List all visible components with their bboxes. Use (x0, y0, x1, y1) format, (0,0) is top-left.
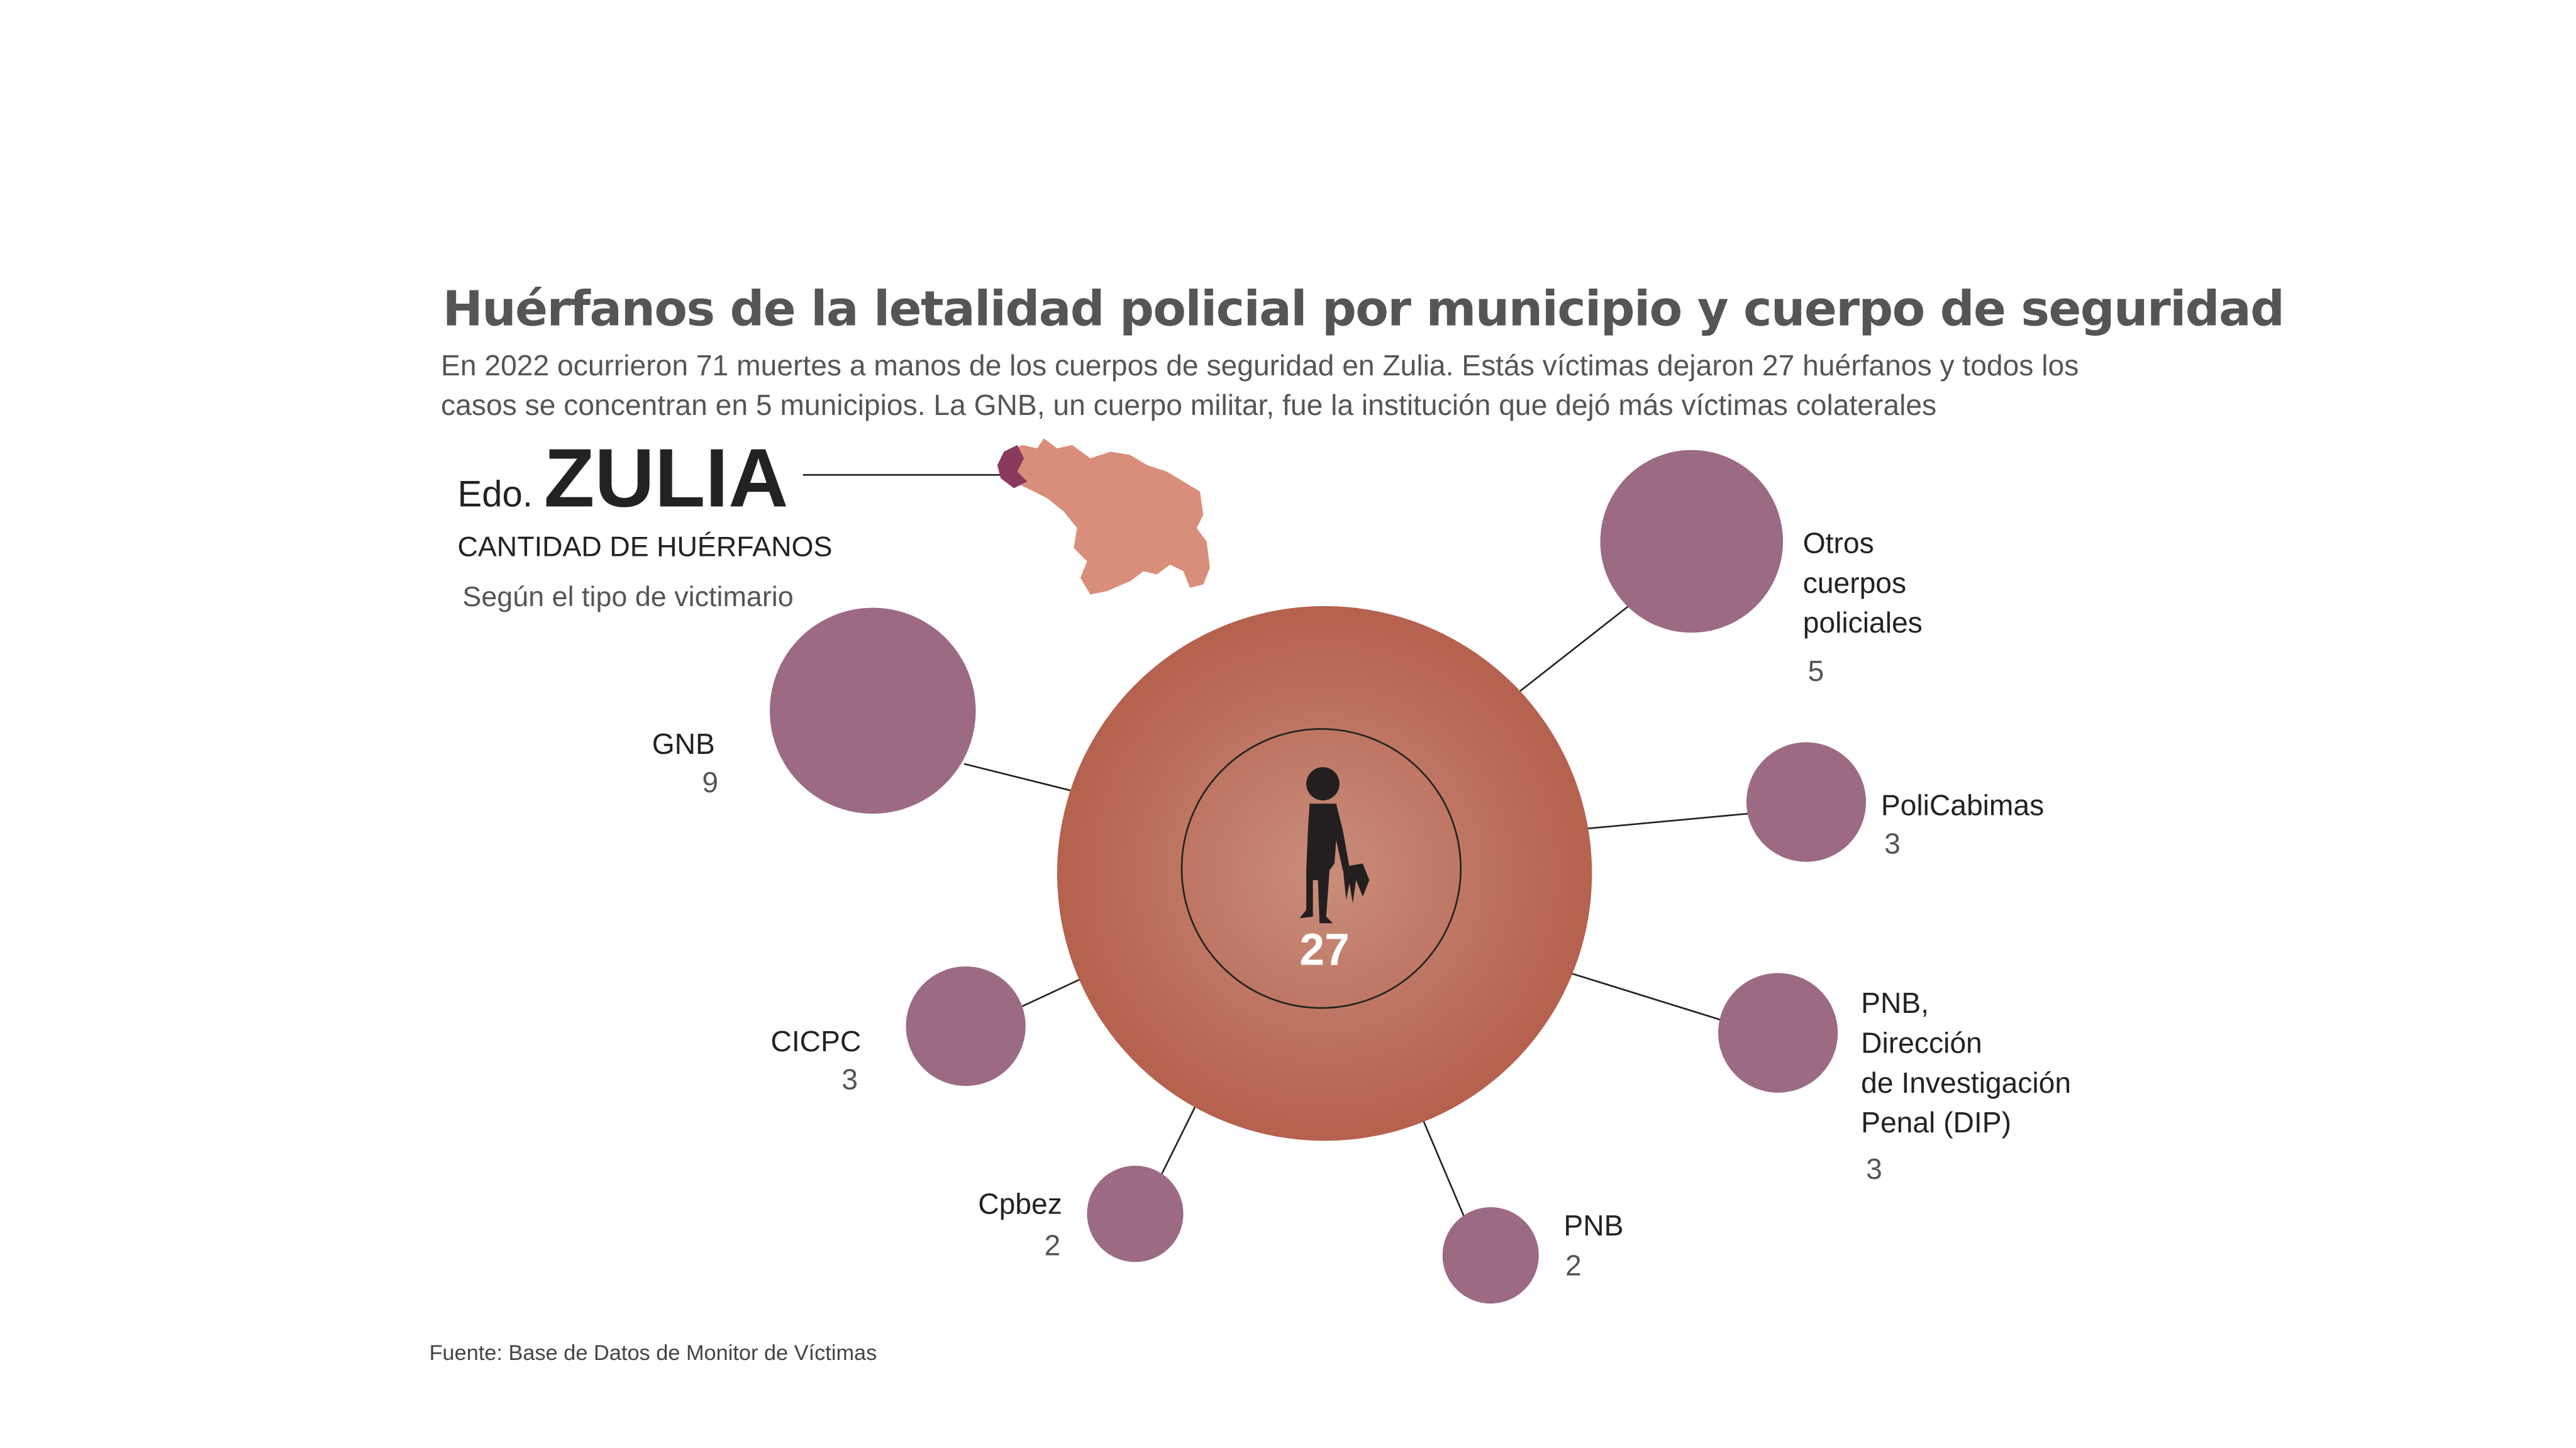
bubble-label-pnb-direcci-n-de-investigaci-n-penal-dip: Penal (DIP) (1861, 1106, 2011, 1139)
bubble-label-cpbez: Cpbez (978, 1188, 1062, 1220)
bubble-cicpc (906, 966, 1026, 1086)
bubble-gnb (769, 607, 976, 814)
child-silhouette-icon (1299, 767, 1370, 924)
bubble-pnb (1442, 1207, 1539, 1304)
bubble-label-cicpc: CICPC (770, 1025, 861, 1058)
state-name: ZULIA (544, 431, 789, 524)
bubble-label-pnb-direcci-n-de-investigaci-n-penal-dip: Dirección (1861, 1026, 1982, 1059)
bubble-label-pnb-direcci-n-de-investigaci-n-penal-dip: PNB, (1861, 987, 1929, 1019)
bubble-cpbez (1087, 1166, 1184, 1263)
inner-ring (1180, 728, 1462, 1009)
bubble-label-otros-cuerpos-policiales: policiales (1803, 606, 1923, 639)
bubble-value-otros-cuerpos-policiales: 5 (1808, 655, 1824, 687)
bubble-value-cicpc: 3 (841, 1063, 858, 1096)
metric-label: CANTIDAD DE HUÉRFANOS (457, 531, 832, 563)
bubble-value-policabimas: 3 (1884, 827, 1901, 860)
bubble-value-gnb: 9 (702, 766, 718, 799)
bubble-label-otros-cuerpos-policiales: cuerpos (1803, 566, 1906, 599)
bubble-label-otros-cuerpos-policiales: Otros (1803, 526, 1874, 559)
bubble-policabimas (1746, 742, 1867, 862)
subtitle-line-1: En 2022 ocurrieron 71 muertes a manos de… (441, 349, 2079, 382)
source-note: Fuente: Base de Datos de Monitor de Víct… (430, 1341, 877, 1365)
venezuela-map-icon (997, 438, 1210, 595)
bubble-value-pnb: 2 (1565, 1249, 1582, 1281)
bubble-label-policabimas: PoliCabimas (1881, 789, 2044, 822)
state-prefix: Edo. (457, 474, 533, 515)
bubble-otros-cuerpos-policiales (1600, 450, 1784, 633)
bubbles: GNB 9 Otros cuerpos policiales 5 PoliCabimas 3 P… (652, 450, 2071, 1304)
subtitle-line-2: casos se concentran en 5 municipios. La … (441, 389, 1936, 421)
chart-title: Huérfanos de la letalidad policial por m… (443, 282, 2284, 338)
bubble-value-pnb-direcci-n-de-investigaci-n-penal-dip: 3 (1866, 1152, 1882, 1185)
bubble-label-pnb: PNB (1563, 1209, 1623, 1242)
total-orphans-value: 27 (1299, 924, 1349, 975)
metric-note: Según el tipo de victimario (462, 580, 793, 612)
bubble-pnb-direcci-n-de-investigaci-n-penal-dip (1718, 973, 1838, 1093)
bubble-label-gnb: GNB (652, 727, 715, 760)
bubble-label-pnb-direcci-n-de-investigaci-n-penal-dip: de Investigación (1861, 1066, 2071, 1099)
bubble-value-cpbez: 2 (1044, 1229, 1060, 1262)
